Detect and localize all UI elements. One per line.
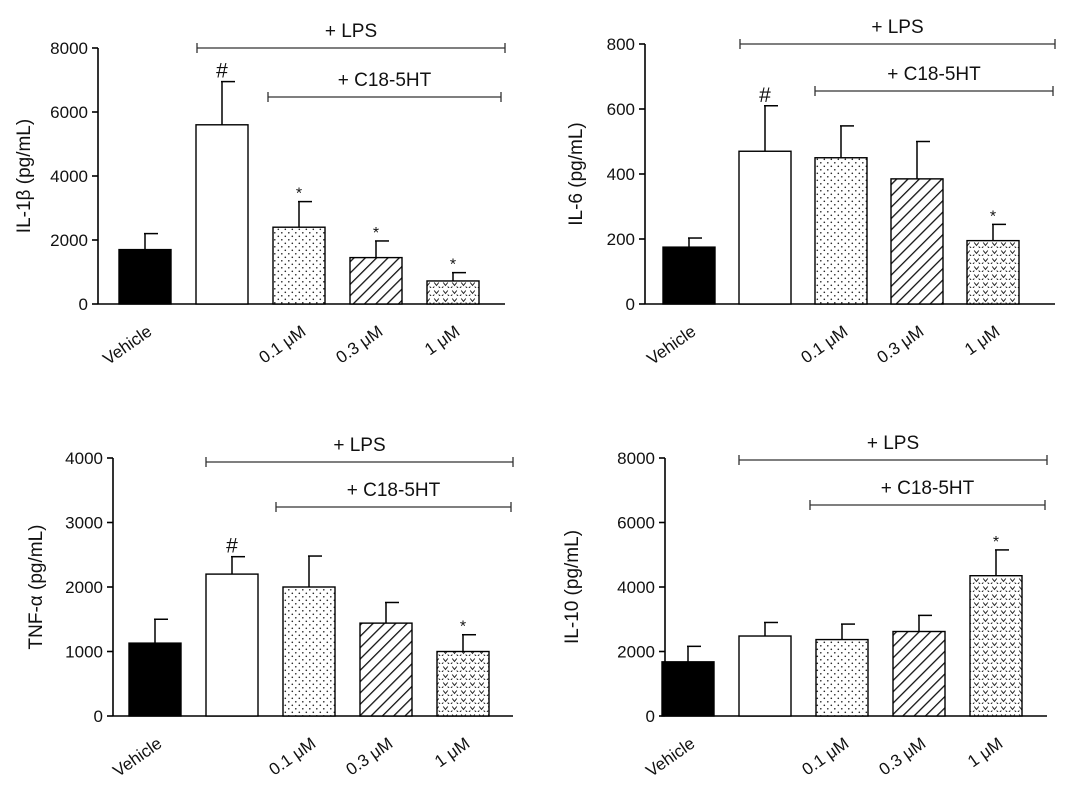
bar [359,622,413,717]
x-category-label: 0.1 μM [266,734,320,780]
bar [128,642,182,717]
y-tick-label: 8000 [50,39,88,58]
x-category-label: Vehicle [642,734,698,781]
y-axis-title: TNF-α (pg/mL) [26,525,47,650]
significance-star: * [460,619,466,636]
y-tick-label: 0 [646,707,655,726]
x-category-label: 1 μM [431,734,473,771]
bar [349,256,403,305]
y-axis-title: IL-1β (pg/mL) [14,119,35,233]
y-tick-label: 2000 [50,231,88,250]
x-category-label: 0.1 μM [798,322,852,368]
y-tick-label: 4000 [65,449,103,468]
bar [738,150,792,305]
bar [815,638,869,717]
y-tick-label: 0 [94,707,103,726]
x-category-label: 0.1 μM [799,734,853,780]
bar [661,661,715,717]
y-tick-label: 4000 [50,167,88,186]
lps-label: + LPS [867,433,919,454]
y-tick-label: 0 [626,295,635,314]
significance-star: * [373,225,379,242]
y-axis-title: IL-10 (pg/mL) [562,530,583,644]
significance-hash: # [759,84,771,107]
x-category-label: Vehicle [109,734,165,781]
x-category-label: Vehicle [643,322,699,369]
x-category-label: 0.3 μM [333,322,387,368]
bar [738,635,792,717]
y-tick-label: 800 [607,35,635,54]
significance-hash: # [226,535,238,558]
significance-hash: # [216,60,228,83]
y-tick-label: 200 [607,230,635,249]
lps-label: + LPS [325,21,377,42]
chart-panel-top-left: 0 2000 4000 6000 8000 IL-1β (pg/mL) Vehicle # * 0… [14,21,506,369]
chart-panel-bottom-left: 0 1000 2000 3000 4000 TNF-α (pg/mL) Vehicle #0.… [26,435,514,781]
c18-5ht-label: + C18-5HT [881,478,975,499]
chart-panel-top-right: 0 200 400 600 800 IL-6 (pg/mL) Vehicle #0.1 μM 0… [566,17,1056,369]
bar [272,226,326,305]
y-tick-label: 6000 [50,103,88,122]
y-tick-label: 1000 [65,643,103,662]
x-category-label: 1 μM [421,322,463,359]
y-tick-label: 600 [607,100,635,119]
bar [436,650,490,717]
bar [205,573,259,717]
x-category-label: 0.1 μM [256,322,310,368]
bar [969,575,1023,717]
y-tick-label: 4000 [617,578,655,597]
bar [662,246,716,305]
significance-star: * [296,186,302,203]
c18-5ht-label: + C18-5HT [347,480,441,501]
x-category-label: 0.3 μM [876,734,930,780]
bar [892,630,946,717]
y-tick-label: 3000 [65,514,103,533]
y-tick-label: 2000 [617,643,655,662]
y-tick-label: 400 [607,165,635,184]
y-tick-label: 0 [79,295,88,314]
bar [195,124,249,305]
bar [426,280,480,305]
x-category-label: 1 μM [961,322,1003,359]
c18-5ht-label: + C18-5HT [338,70,432,91]
bar [890,178,944,305]
significance-star: * [990,208,996,225]
chart-panel-bottom-right: 0 2000 4000 6000 8000 IL-10 (pg/mL) Vehicle 0.1… [562,433,1048,781]
significance-star: * [450,257,456,274]
y-tick-label: 8000 [617,449,655,468]
lps-label: + LPS [333,435,385,456]
c18-5ht-label: + C18-5HT [887,64,981,85]
lps-label: + LPS [871,17,923,38]
y-tick-label: 2000 [65,578,103,597]
significance-star: * [993,534,999,551]
bar [814,157,868,305]
x-category-label: 1 μM [964,734,1006,771]
x-category-label: 0.3 μM [874,322,928,368]
bar [118,248,172,305]
bar [282,586,336,717]
y-tick-label: 6000 [617,514,655,533]
bar [966,239,1020,305]
y-axis-title: IL-6 (pg/mL) [566,122,587,225]
x-category-label: Vehicle [99,322,155,369]
x-category-label: 0.3 μM [343,734,397,780]
